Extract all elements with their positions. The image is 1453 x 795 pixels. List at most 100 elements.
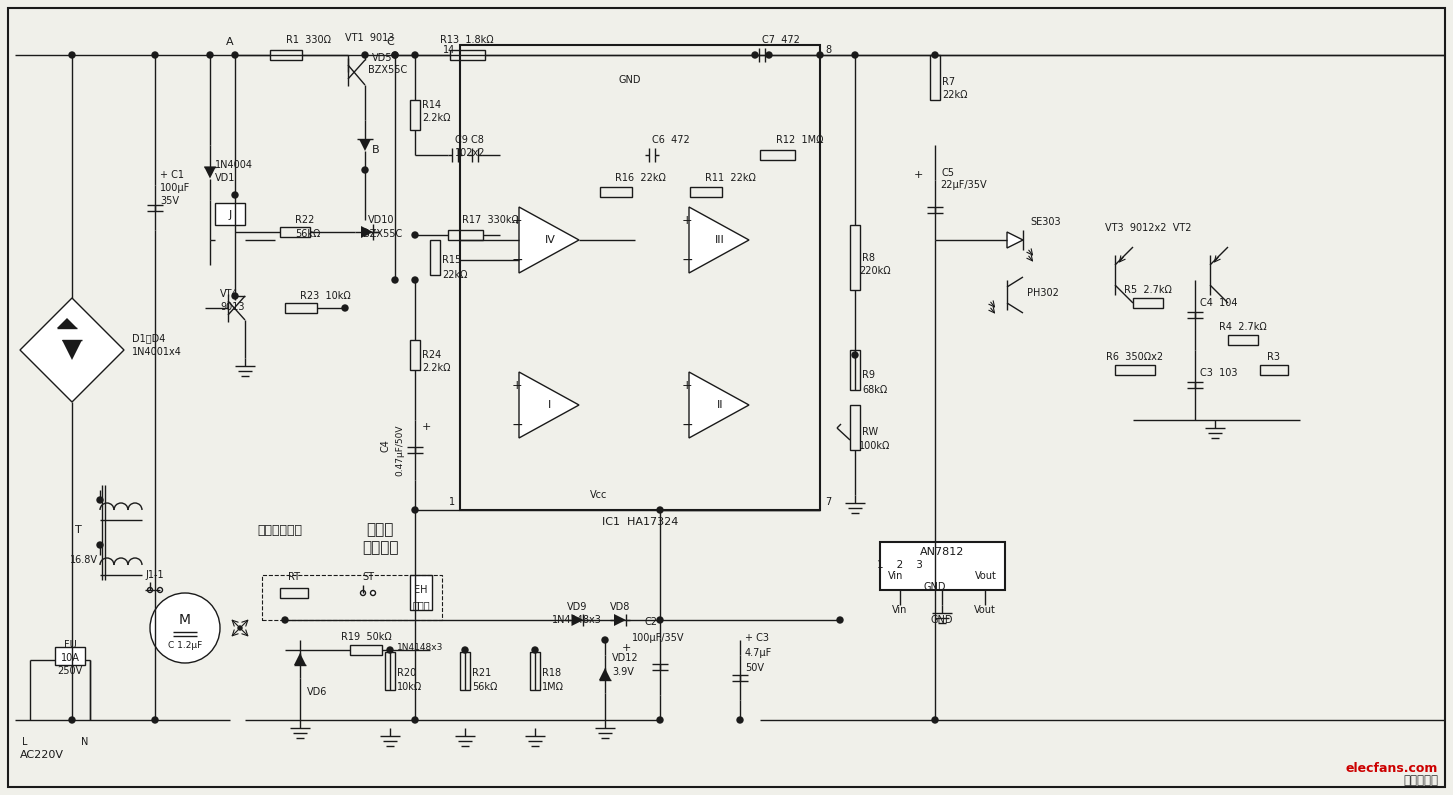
Circle shape (413, 277, 418, 283)
Text: 2.2kΩ: 2.2kΩ (421, 113, 450, 123)
Circle shape (362, 167, 368, 173)
Text: 2.2kΩ: 2.2kΩ (421, 363, 450, 373)
Polygon shape (360, 226, 373, 238)
Text: 100μF: 100μF (160, 183, 190, 193)
Text: III: III (715, 235, 725, 245)
Text: C4  104: C4 104 (1200, 298, 1238, 308)
Circle shape (753, 52, 758, 58)
Bar (1133, 298, 1162, 308)
Text: 10kΩ: 10kΩ (397, 682, 423, 692)
Bar (385, 652, 395, 690)
Bar (881, 542, 1005, 590)
Text: 1N4004: 1N4004 (215, 160, 253, 170)
Text: C3  103: C3 103 (1200, 368, 1238, 378)
Text: 1N4148x3: 1N4148x3 (397, 643, 443, 653)
Text: +: + (681, 214, 692, 227)
Text: R5  2.7kΩ: R5 2.7kΩ (1125, 285, 1173, 295)
Text: C: C (386, 37, 394, 47)
Text: BZX55C: BZX55C (368, 65, 407, 75)
Text: 22kΩ: 22kΩ (442, 270, 468, 280)
Circle shape (206, 52, 214, 58)
Polygon shape (203, 166, 216, 179)
Text: R18: R18 (542, 668, 561, 678)
Text: GND: GND (931, 615, 953, 625)
Text: R3: R3 (1267, 352, 1280, 362)
Text: BZX55C: BZX55C (363, 229, 402, 239)
Text: 0.47μF/50V: 0.47μF/50V (395, 425, 404, 475)
Text: Vout: Vout (975, 571, 997, 581)
Circle shape (362, 229, 368, 235)
Text: 4.7μF: 4.7μF (745, 648, 772, 658)
Text: I: I (548, 400, 552, 410)
Circle shape (153, 717, 158, 723)
Text: 双金属: 双金属 (366, 522, 394, 537)
Circle shape (657, 617, 663, 623)
Text: C2: C2 (645, 617, 658, 627)
Text: VD5: VD5 (372, 53, 392, 63)
Text: 250V: 250V (57, 666, 83, 676)
Text: 温控开关: 温控开关 (362, 541, 398, 556)
Text: 电子发烧友: 电子发烧友 (1404, 774, 1438, 787)
Circle shape (737, 717, 742, 723)
Text: II: II (716, 400, 724, 410)
Circle shape (68, 717, 76, 723)
Circle shape (602, 637, 607, 643)
Text: +: + (681, 378, 692, 391)
Text: −: − (681, 253, 693, 267)
Bar (410, 340, 420, 370)
Text: Vout: Vout (974, 605, 995, 615)
Text: −: − (681, 418, 693, 432)
Text: −: − (511, 253, 523, 267)
Polygon shape (519, 372, 578, 438)
Text: Vin: Vin (892, 605, 908, 615)
Bar (530, 652, 541, 690)
Text: 超温保护电阻: 超温保护电阻 (257, 523, 302, 537)
Circle shape (232, 192, 238, 198)
Text: VT4: VT4 (219, 289, 238, 299)
Text: 1N4001x4: 1N4001x4 (132, 347, 182, 357)
Polygon shape (20, 298, 124, 402)
Circle shape (232, 293, 238, 299)
Bar (850, 405, 860, 450)
Text: +: + (914, 170, 923, 180)
Text: T: T (76, 525, 81, 535)
Circle shape (413, 52, 418, 58)
Bar (461, 652, 469, 690)
Circle shape (238, 626, 243, 630)
Polygon shape (689, 372, 748, 438)
Circle shape (360, 591, 366, 595)
Bar (850, 350, 860, 390)
Text: R8: R8 (862, 253, 875, 263)
Text: 35V: 35V (160, 196, 179, 206)
Text: RT: RT (288, 572, 299, 582)
Text: + C1: + C1 (160, 170, 185, 180)
Bar (461, 45, 819, 510)
Text: AC220V: AC220V (20, 750, 64, 760)
Circle shape (657, 507, 663, 513)
Circle shape (97, 542, 103, 548)
Circle shape (232, 52, 238, 58)
Bar (760, 150, 795, 160)
Text: 加热丝: 加热丝 (413, 600, 430, 610)
Bar (1114, 365, 1155, 375)
Text: SE303: SE303 (1030, 217, 1061, 227)
Text: R17  330kΩ: R17 330kΩ (462, 215, 519, 225)
Text: C4: C4 (381, 440, 389, 452)
Polygon shape (359, 139, 371, 151)
Text: 1    2    3: 1 2 3 (878, 560, 923, 570)
Circle shape (371, 591, 375, 595)
Bar (450, 50, 485, 60)
Text: R6  350Ωx2: R6 350Ωx2 (1106, 352, 1164, 362)
Circle shape (362, 52, 368, 58)
Text: 1MΩ: 1MΩ (542, 682, 564, 692)
Circle shape (153, 52, 158, 58)
Bar (55, 647, 84, 665)
Bar (1260, 365, 1287, 375)
Bar (350, 645, 382, 655)
Bar (280, 588, 308, 598)
Polygon shape (1007, 232, 1023, 248)
Text: R16  22kΩ: R16 22kΩ (615, 173, 665, 183)
Circle shape (931, 717, 939, 723)
Text: 50V: 50V (745, 663, 764, 673)
Text: VT3  9012x2  VT2: VT3 9012x2 VT2 (1104, 223, 1191, 233)
